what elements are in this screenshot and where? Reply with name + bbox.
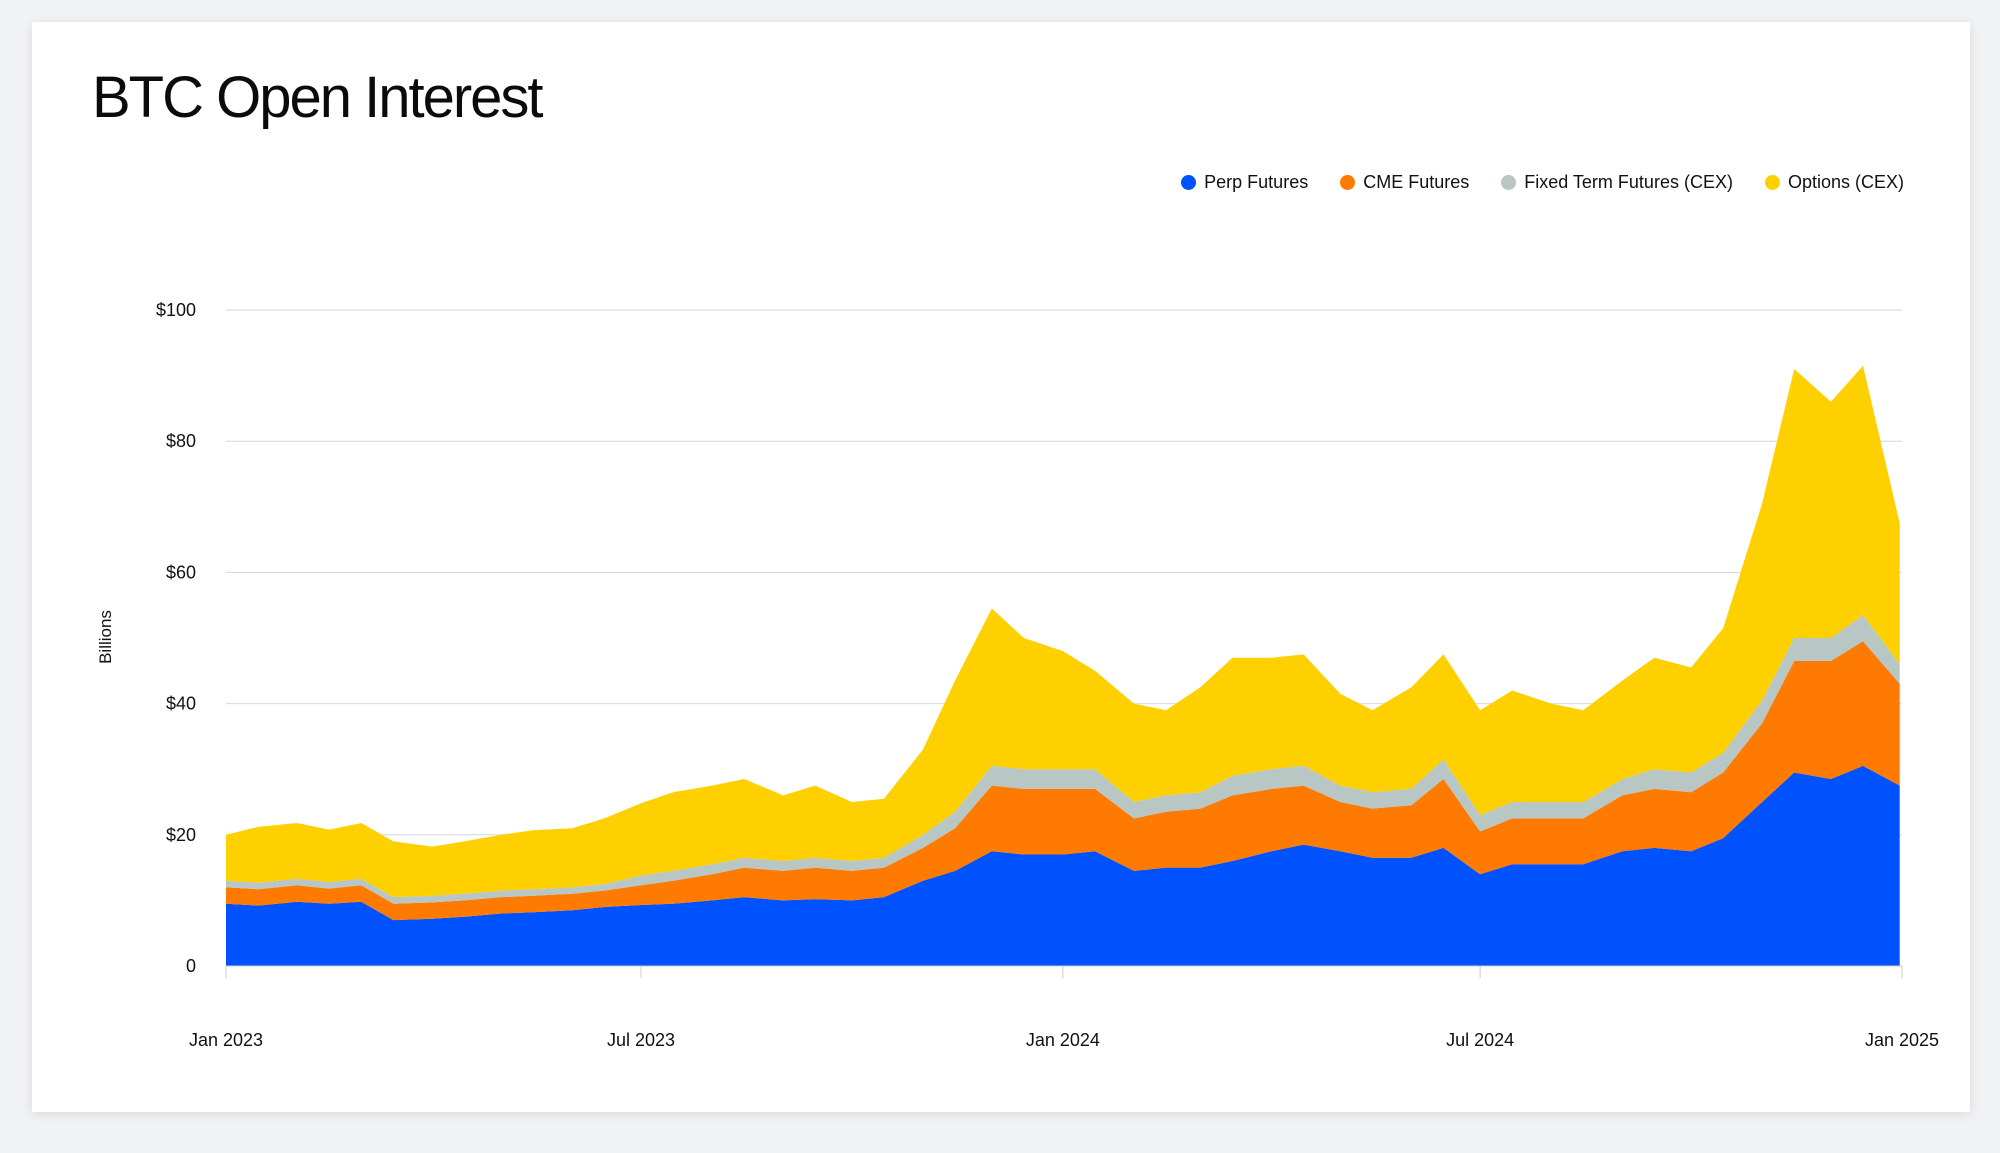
- legend-label-fixed-term-futures: Fixed Term Futures (CEX): [1524, 172, 1733, 192]
- legend-item-options[interactable]: Options (CEX): [1764, 172, 1904, 193]
- y-axis-label: Billions: [96, 610, 115, 664]
- area-series-perp-futures[interactable]: [226, 765, 1900, 966]
- legend-dot-perp-futures: [1181, 175, 1197, 190]
- legend: Perp Futures CME Futures Fixed Term Futu…: [1181, 172, 1904, 193]
- y-tick-label: $20: [166, 825, 196, 845]
- legend-item-perp-futures[interactable]: Perp Futures: [1181, 172, 1308, 193]
- y-tick-label: $40: [166, 694, 196, 714]
- y-tick-label: $80: [166, 431, 196, 451]
- y-tick-label: $60: [166, 562, 196, 582]
- x-tick-label: Jul 2024: [1446, 1030, 1514, 1050]
- legend-label-perp-futures: Perp Futures: [1204, 172, 1309, 192]
- legend-dot-options: [1764, 175, 1780, 190]
- x-tick-label: Jan 2025: [1865, 1030, 1939, 1050]
- legend-label-options: Options (CEX): [1787, 172, 1904, 192]
- legend-item-cme-futures[interactable]: CME Futures: [1340, 172, 1469, 193]
- axes: 0 $20 $40 $60 $80 $100 Jan 2023 Jul 2023 Jan 202…: [156, 300, 1939, 1050]
- stacked-areas: [226, 365, 1900, 966]
- legend-dot-cme-futures: [1340, 175, 1356, 190]
- x-tick-label: Jan 2023: [189, 1030, 263, 1050]
- legend-dot-fixed-term-futures: [1501, 175, 1517, 190]
- area-series-options-cex[interactable]: [226, 365, 1900, 898]
- y-tick-label: $100: [156, 300, 196, 320]
- x-tick-label: Jan 2024: [1026, 1030, 1100, 1050]
- legend-label-cme-futures: CME Futures: [1363, 172, 1470, 192]
- x-tick-label: Jul 2023: [607, 1030, 675, 1050]
- area-series-cme-futures[interactable]: [226, 641, 1900, 921]
- legend-item-fixed-term-futures[interactable]: Fixed Term Futures (CEX): [1501, 172, 1733, 193]
- y-tick-label: 0: [186, 956, 196, 976]
- chart-title: BTC Open Interest: [92, 65, 544, 130]
